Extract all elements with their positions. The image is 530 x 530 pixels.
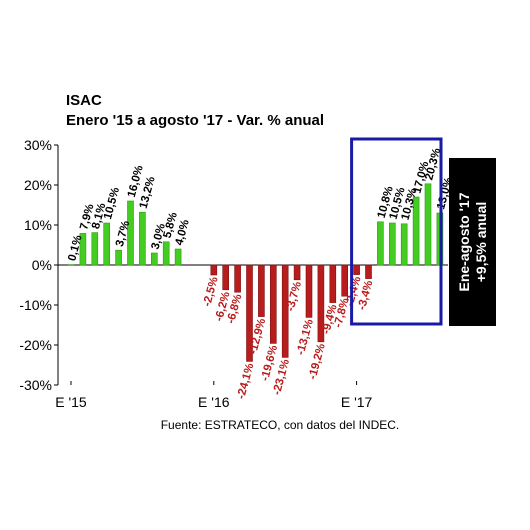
bar (317, 264, 325, 343)
bar (210, 264, 218, 276)
bar (151, 252, 158, 266)
bar (281, 264, 289, 358)
bar (103, 222, 110, 266)
bar (353, 264, 360, 275)
bar (162, 241, 170, 266)
y-tick-label: 10% (24, 217, 52, 233)
annotation-box: Ene-agosto '17 +9,5% anual (449, 158, 496, 326)
x-tick-label: E '15 (55, 394, 87, 410)
bar (139, 211, 146, 266)
y-tick-label: -10% (19, 297, 52, 313)
bar (305, 264, 313, 318)
bar (115, 249, 122, 266)
bar (329, 264, 337, 303)
bar (412, 196, 420, 266)
y-tick-label: 20% (24, 177, 52, 193)
bar (377, 221, 384, 266)
x-tick-label: E '16 (198, 394, 230, 410)
y-tick-label: 0% (32, 257, 52, 273)
bar (341, 264, 349, 297)
bar-data-label: -19,2% (307, 342, 328, 380)
bar (258, 264, 265, 317)
bar (234, 264, 241, 293)
y-tick-label: -30% (19, 377, 52, 393)
chart-title: ISAC (66, 92, 102, 109)
y-tick-label: 30% (24, 137, 52, 153)
bar (91, 232, 99, 266)
chart-subtitle: Enero '15 a agosto '17 - Var. % anual (66, 112, 325, 129)
bar (388, 222, 396, 266)
highlight-box (350, 137, 443, 326)
annotation-line2: +9,5% anual (472, 201, 489, 283)
bar (79, 233, 87, 266)
bar (424, 183, 432, 266)
bar-data-label: 10,5% (102, 186, 122, 221)
bar (174, 248, 182, 266)
bar-data-label: -24,1% (235, 362, 256, 400)
bar (365, 264, 372, 279)
annotation-line1: Ene-agosto '17 (455, 192, 472, 292)
bar (269, 264, 277, 344)
bar (222, 264, 229, 291)
x-tick-label: E '17 (341, 394, 373, 410)
bar (67, 264, 75, 266)
bar (293, 264, 301, 281)
bar-data-label: -13,1% (295, 318, 316, 356)
bar (246, 264, 253, 362)
source-note: Fuente: ESTRATECO, con datos del INDEC. (160, 418, 400, 432)
y-tick-label: -20% (19, 337, 52, 353)
bar (400, 223, 408, 266)
bar (127, 200, 134, 266)
